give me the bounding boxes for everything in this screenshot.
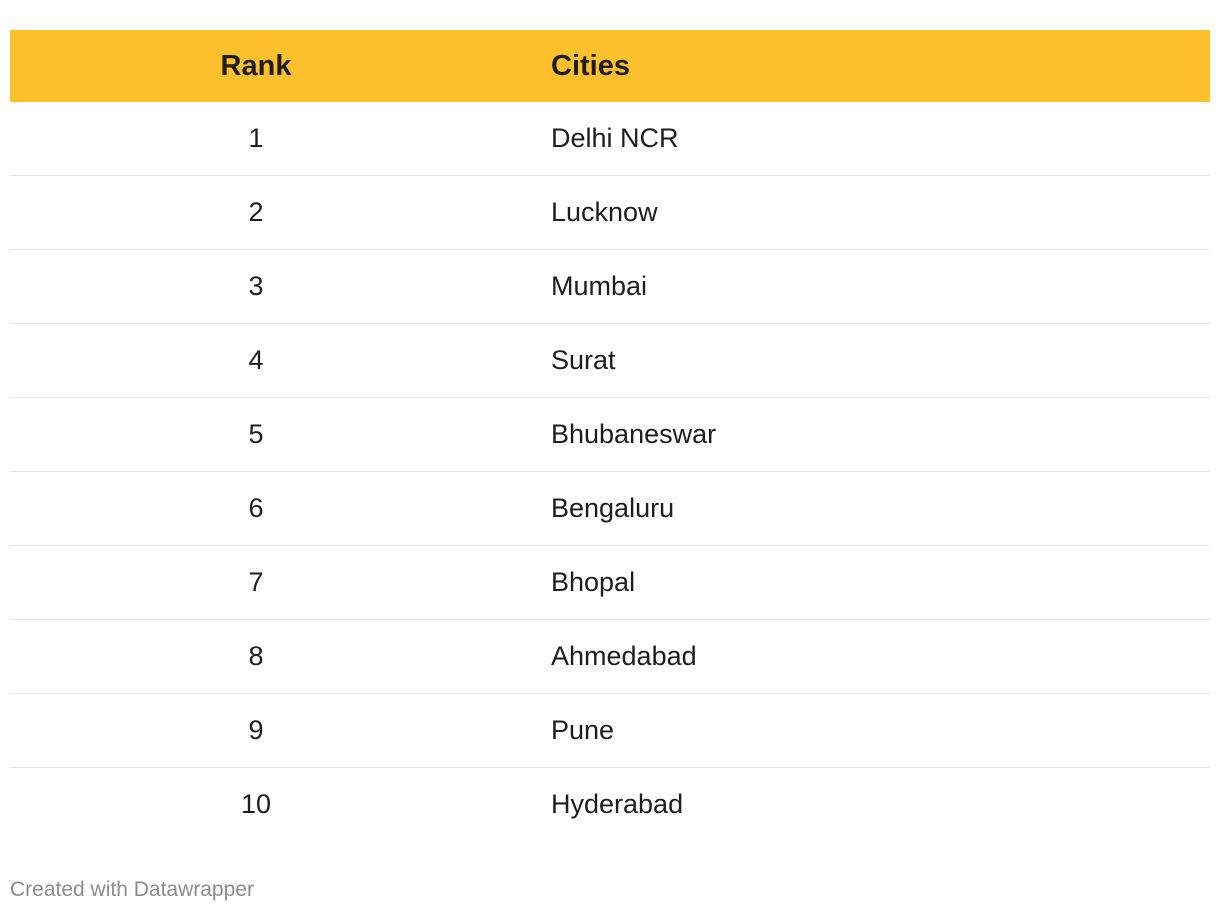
datawrapper-credit: Created with Datawrapper xyxy=(10,878,254,901)
city-cell: Ahmedabad xyxy=(551,641,697,671)
table-row: 1 Delhi NCR xyxy=(10,102,1210,176)
rank-cell: 7 xyxy=(248,567,264,597)
city-cell: Lucknow xyxy=(551,197,658,227)
table-row: 9 Pune xyxy=(10,694,1210,768)
table-row: 5 Bhubaneswar xyxy=(10,398,1210,472)
city-cell: Pune xyxy=(551,715,615,745)
rank-cell: 3 xyxy=(248,271,264,301)
city-cell: Surat xyxy=(551,345,616,375)
rank-cell: 9 xyxy=(248,715,264,745)
column-header-cities: Cities xyxy=(551,49,630,82)
rank-cell: 10 xyxy=(240,789,272,819)
table-row: 2 Lucknow xyxy=(10,176,1210,250)
city-cell: Bhubaneswar xyxy=(551,419,717,449)
city-cell: Delhi NCR xyxy=(551,123,679,153)
table-row: 8 Ahmedabad xyxy=(10,620,1210,694)
city-cell: Bengaluru xyxy=(551,493,675,523)
rank-cell: 6 xyxy=(248,493,264,523)
table-row: 3 Mumbai xyxy=(10,250,1210,324)
city-cell: Bhopal xyxy=(551,567,636,597)
rank-cell: 8 xyxy=(248,641,264,671)
column-header-rank: Rank xyxy=(220,49,292,82)
table-row: 6 Bengaluru xyxy=(10,472,1210,546)
city-cell: Hyderabad xyxy=(551,789,684,819)
rank-cell: 2 xyxy=(248,197,264,227)
ranking-table: Rank Cities 1 Delhi NCR 2 Lucknow 3 Mumb… xyxy=(10,30,1210,841)
table-row: 10 Hyderabad xyxy=(10,768,1210,841)
table-row: 7 Bhopal xyxy=(10,546,1210,620)
table-row: 4 Surat xyxy=(10,324,1210,398)
city-cell: Mumbai xyxy=(551,271,648,301)
rank-cell: 4 xyxy=(248,345,264,375)
rank-cell: 5 xyxy=(248,419,264,449)
rank-cell: 1 xyxy=(248,123,264,153)
table-header-row: Rank Cities xyxy=(10,30,1210,102)
